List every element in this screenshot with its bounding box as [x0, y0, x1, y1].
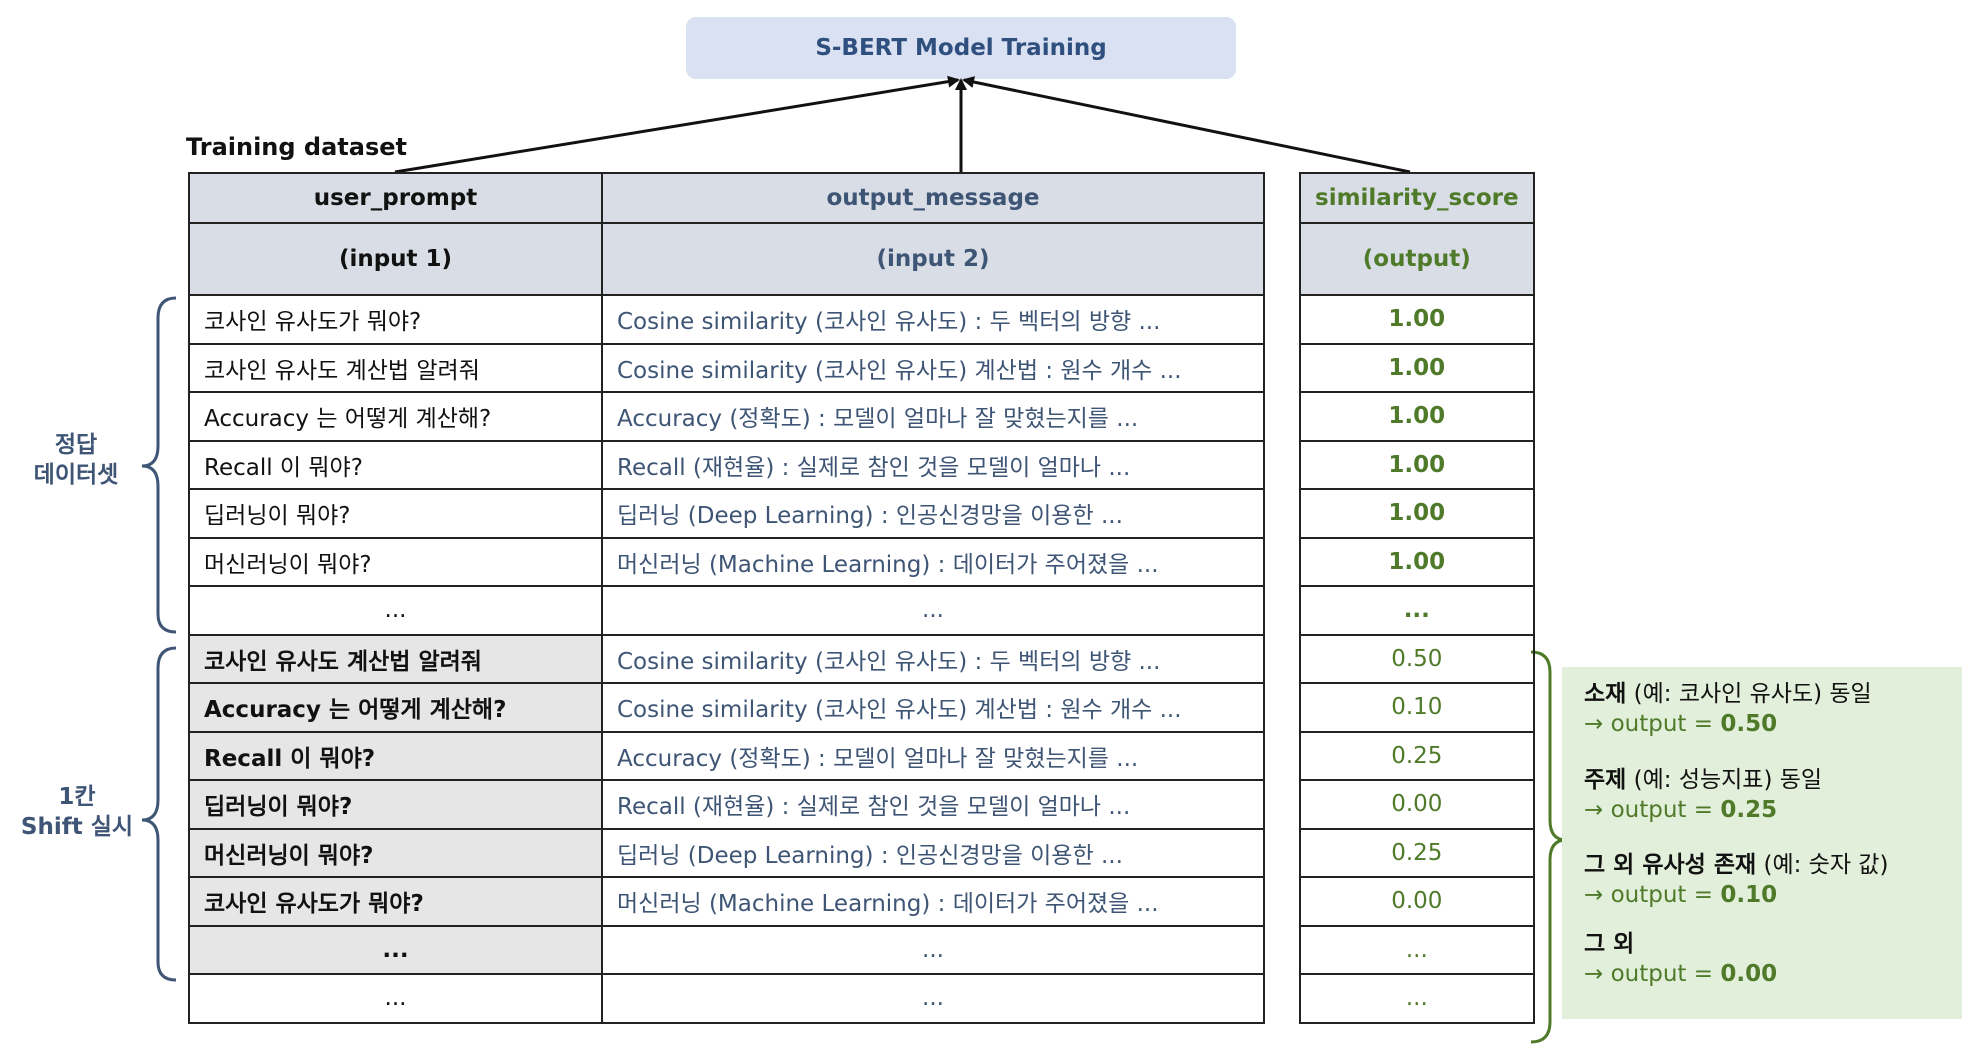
rule-example: (예: 숫자 값) — [1756, 852, 1889, 878]
training-table: user_prompt output_message (input 1) (in… — [188, 172, 1265, 1024]
header-similarity-score: similarity_score — [1299, 172, 1535, 224]
arrow-input1 — [394, 75, 960, 174]
message-cell: 딥러닝 (Deep Learning) : 인공신경망을 이용한 ... — [601, 827, 1265, 878]
dataset-label: Training dataset — [186, 133, 408, 161]
model-training-title: S-BERT Model Training — [815, 35, 1107, 61]
model-training-box: S-BERT Model Training — [686, 17, 1236, 79]
rule-key: 그 외 — [1584, 931, 1635, 957]
rule-arrow: → output = — [1584, 961, 1721, 987]
score-cell: 1.00 — [1299, 342, 1535, 393]
header-output-message: output_message — [601, 172, 1265, 224]
score-cell: ... — [1299, 585, 1535, 636]
score-table: similarity_score (output) 1.00 1.00 1.00… — [1299, 172, 1535, 1024]
score-cell: 0.00 — [1299, 779, 1535, 830]
header-user-prompt: user_prompt — [188, 172, 603, 224]
rule-value: 0.10 — [1720, 882, 1778, 908]
score-cell: 1.00 — [1299, 294, 1535, 345]
header-input2: (input 2) — [601, 222, 1265, 296]
score-cell: ... — [1299, 924, 1535, 975]
score-cell: ... — [1299, 973, 1535, 1024]
prompt-cell: Accuracy 는 어떻게 계산해? — [188, 391, 603, 442]
prompt-cell: 코사인 유사도 계산법 알려줘 — [188, 633, 603, 684]
rule-key: 소재 — [1584, 681, 1627, 707]
score-cell: 1.00 — [1299, 536, 1535, 587]
message-cell: ... — [601, 585, 1265, 636]
rule-arrow: → output = — [1584, 882, 1721, 908]
message-cell: ... — [601, 924, 1265, 975]
message-cell: Cosine similarity (코사인 유사도) 계산법 : 원수 개수 … — [601, 342, 1265, 393]
message-cell: Cosine similarity (코사인 유사도) 계산법 : 원수 개수 … — [601, 682, 1265, 733]
rule-item: 주제 (예: 성능지표) 동일 → output = 0.25 — [1584, 765, 1822, 825]
rule-arrow: → output = — [1584, 797, 1721, 823]
message-cell: Recall (재현율) : 실제로 참인 것을 모델이 얼마나 ... — [601, 439, 1265, 490]
prompt-cell: Accuracy 는 어떻게 계산해? — [188, 682, 603, 733]
message-cell: Cosine similarity (코사인 유사도) : 두 벡터의 방향 .… — [601, 294, 1265, 345]
prompt-cell: 머신러닝이 뭐야? — [188, 536, 603, 587]
rule-value: 0.50 — [1720, 711, 1778, 737]
group-label-shift: 1칸 Shift 실시 — [10, 782, 144, 842]
rule-key: 주제 — [1584, 767, 1627, 793]
prompt-cell: ... — [188, 973, 603, 1024]
rule-item: 소재 (예: 코사인 유사도) 동일 → output = 0.50 — [1584, 679, 1872, 739]
header-output: (output) — [1299, 222, 1535, 296]
score-cell: 0.50 — [1299, 633, 1535, 684]
group-label-shift-text: 1칸 Shift 실시 — [20, 784, 134, 840]
prompt-cell: ... — [188, 924, 603, 975]
arrow-output — [962, 76, 1411, 174]
rule-example: (예: 코사인 유사도) 동일 — [1626, 681, 1872, 707]
message-cell: Accuracy (정확도) : 모델이 얼마나 잘 맞혔는지를 ... — [601, 391, 1265, 442]
message-cell: Recall (재현율) : 실제로 참인 것을 모델이 얼마나 ... — [601, 779, 1265, 830]
prompt-cell: 머신러닝이 뭐야? — [188, 827, 603, 878]
prompt-cell: Recall 이 뭐야? — [188, 439, 603, 490]
prompt-cell: 딥러닝이 뭐야? — [188, 488, 603, 539]
prompt-cell: 코사인 유사도가 뭐야? — [188, 876, 603, 927]
score-cell: 0.25 — [1299, 730, 1535, 781]
score-cell: 1.00 — [1299, 439, 1535, 490]
score-cell: 1.00 — [1299, 488, 1535, 539]
prompt-cell: 코사인 유사도 계산법 알려줘 — [188, 342, 603, 393]
group-label-correct: 정답 데이터셋 — [18, 430, 134, 490]
message-cell: 머신러닝 (Machine Learning) : 데이터가 주어졌을 ... — [601, 876, 1265, 927]
rule-value: 0.25 — [1720, 797, 1778, 823]
message-cell: 딥러닝 (Deep Learning) : 인공신경망을 이용한 ... — [601, 488, 1265, 539]
group-label-correct-text: 정답 데이터셋 — [33, 432, 119, 488]
score-cell: 0.25 — [1299, 827, 1535, 878]
prompt-cell: Recall 이 뭐야? — [188, 730, 603, 781]
rule-item: 그 외 → output = 0.00 — [1584, 929, 1777, 989]
message-cell: Cosine similarity (코사인 유사도) : 두 벡터의 방향 .… — [601, 633, 1265, 684]
rule-value: 0.00 — [1720, 961, 1778, 987]
brace-rules — [1530, 650, 1567, 1044]
brace-correct — [141, 296, 177, 634]
prompt-cell: 딥러닝이 뭐야? — [188, 779, 603, 830]
prompt-cell: ... — [188, 585, 603, 636]
score-cell: 0.10 — [1299, 682, 1535, 733]
rule-arrow: → output = — [1584, 711, 1721, 737]
score-cell: 0.00 — [1299, 876, 1535, 927]
message-cell: Accuracy (정확도) : 모델이 얼마나 잘 맞혔는지를 ... — [601, 730, 1265, 781]
prompt-cell: 코사인 유사도가 뭐야? — [188, 294, 603, 345]
header-input1: (input 1) — [188, 222, 603, 296]
brace-shift — [141, 646, 177, 982]
rule-item: 그 외 유사성 존재 (예: 숫자 값) → output = 0.10 — [1584, 850, 1888, 910]
score-cell: 1.00 — [1299, 391, 1535, 442]
scoring-rules-box: 소재 (예: 코사인 유사도) 동일 → output = 0.50 주제 (예… — [1562, 667, 1962, 1019]
message-cell: 머신러닝 (Machine Learning) : 데이터가 주어졌을 ... — [601, 536, 1265, 587]
message-cell: ... — [601, 973, 1265, 1024]
rule-example: (예: 성능지표) 동일 — [1626, 767, 1823, 793]
rule-key: 그 외 유사성 존재 — [1584, 852, 1757, 878]
